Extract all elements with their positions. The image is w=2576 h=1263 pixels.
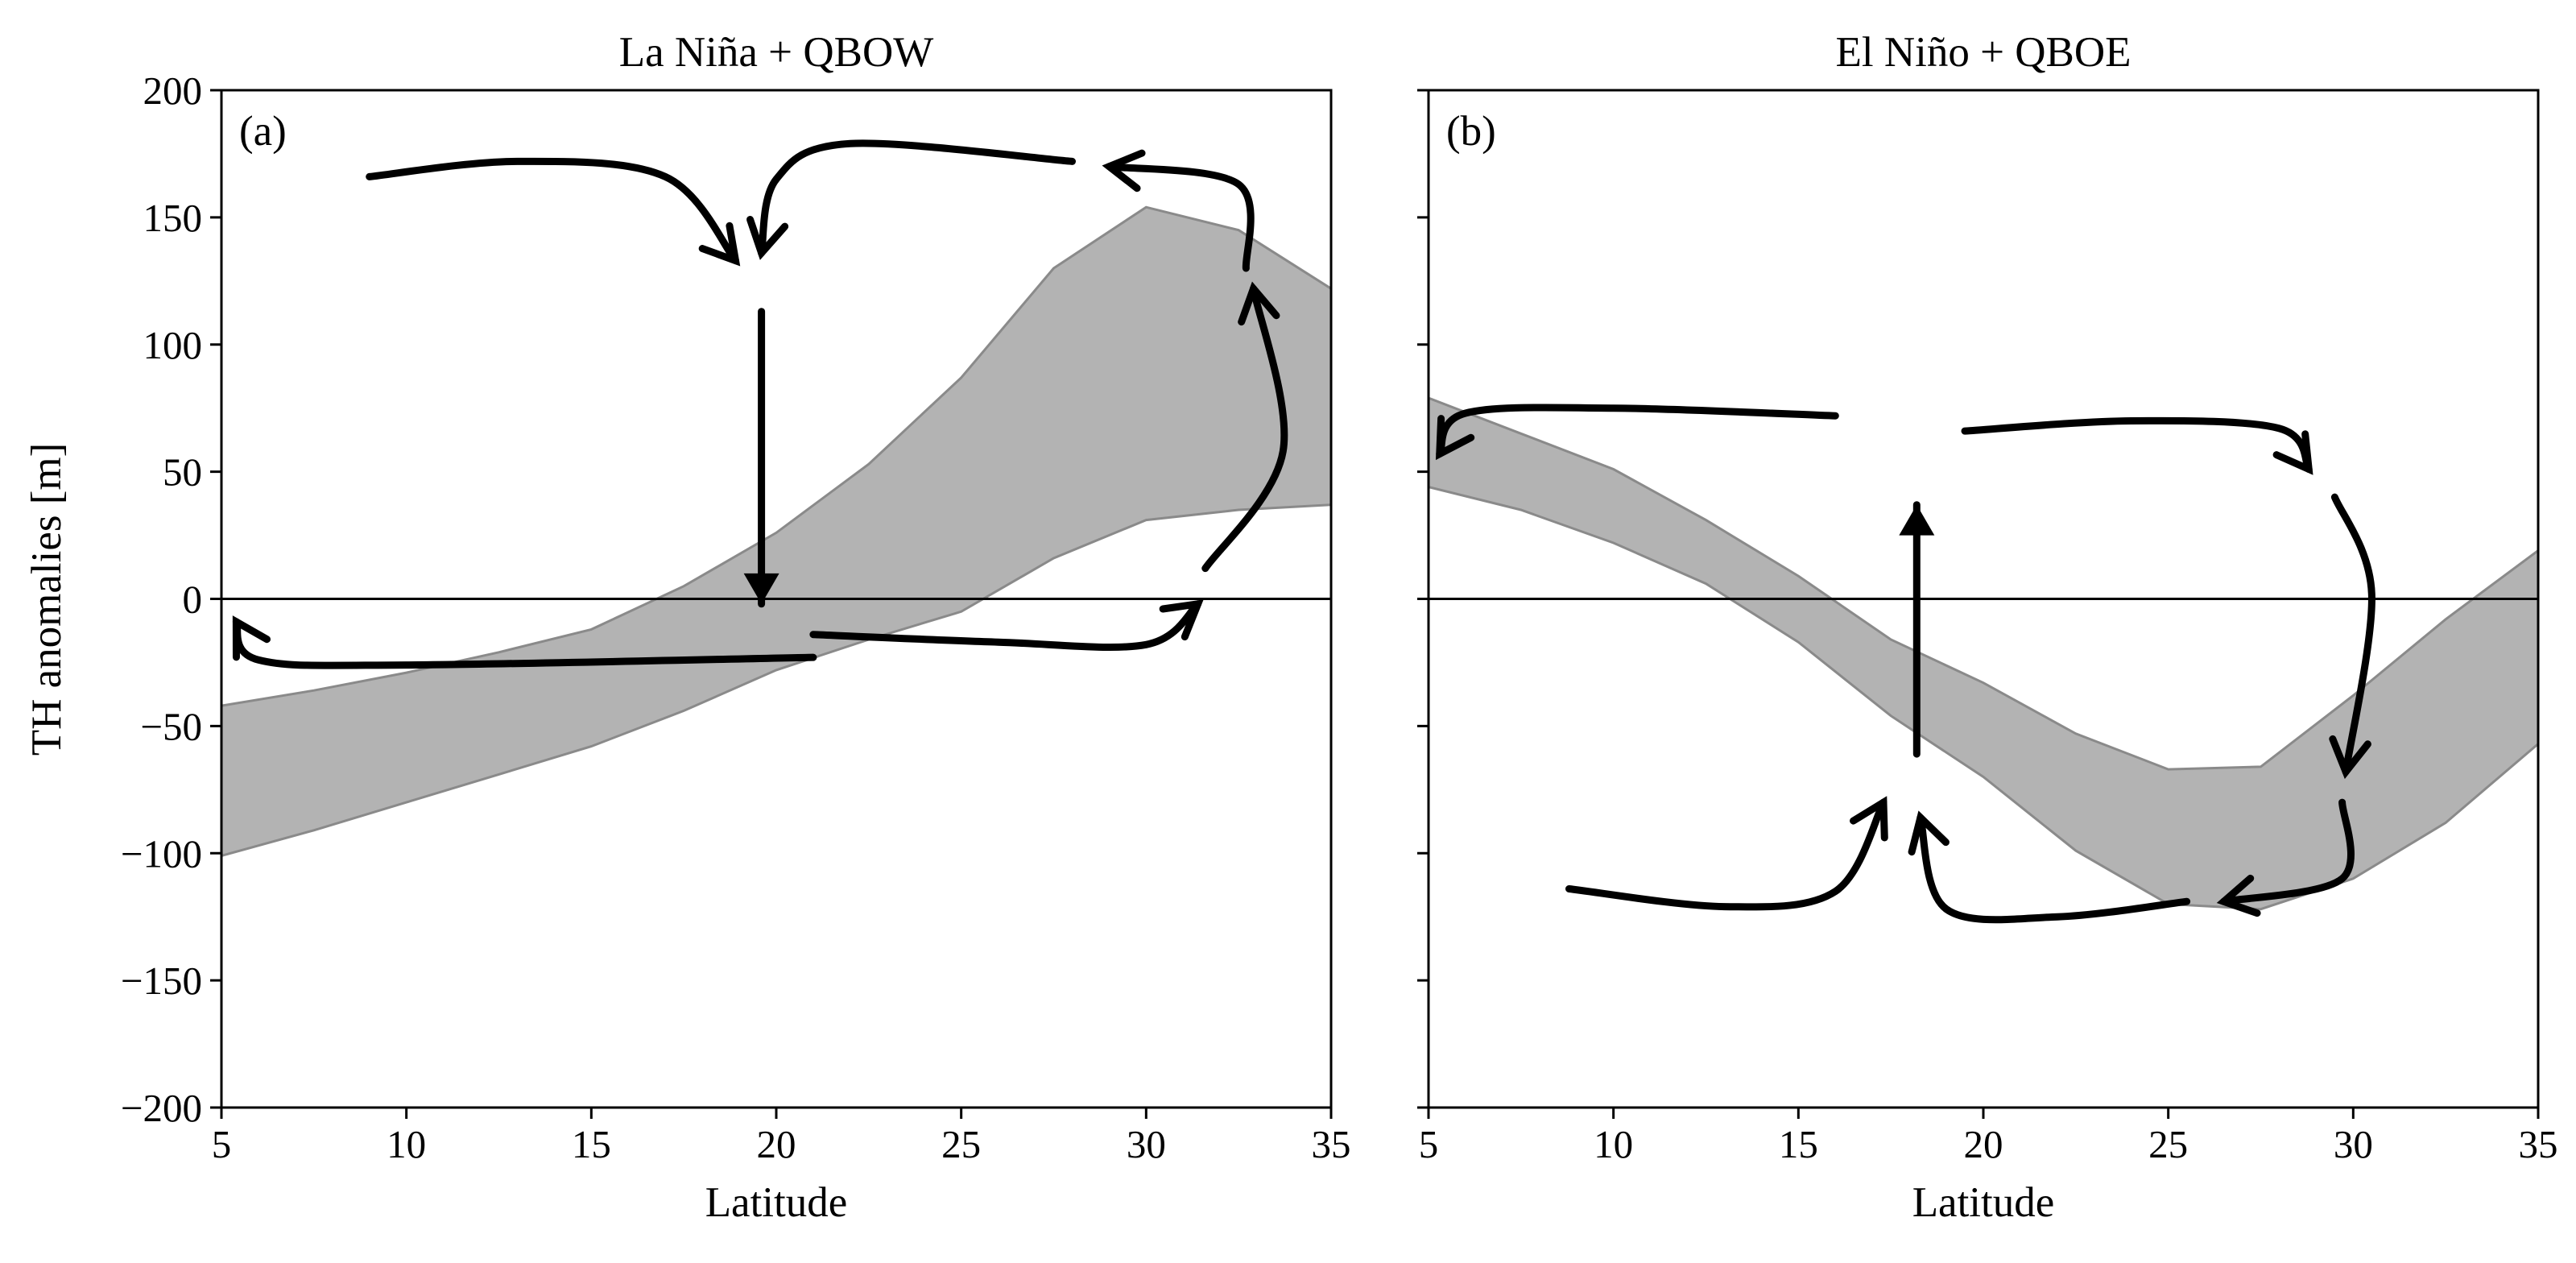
lower-left-arrow [232, 615, 817, 669]
arrow-head [2272, 430, 2313, 475]
arrow-head [698, 222, 741, 267]
x-tick-label: 25 [941, 1122, 981, 1166]
arrow-shaft [232, 618, 817, 669]
y-tick-label: 150 [143, 196, 203, 240]
y-tick-label: 100 [143, 323, 203, 367]
plot-area [1429, 396, 2538, 911]
arrow-shaft [1201, 284, 1288, 573]
shaded-band [1429, 396, 2538, 911]
arrow-shaft [1436, 404, 1839, 458]
arrow-head [1159, 599, 1204, 641]
arrow-shaft [366, 157, 739, 265]
upper-right-arrow [746, 139, 1076, 260]
arrow-head [1435, 415, 1475, 461]
arrow-shaft [2220, 798, 2355, 905]
arrow-head [743, 573, 779, 604]
y-tick-label: 50 [163, 450, 202, 495]
shaded-band [221, 205, 1331, 857]
arrow-head [746, 215, 789, 260]
x-tick-label: 10 [387, 1122, 426, 1166]
arrow-shaft [758, 139, 1076, 257]
y-tick-label: −100 [121, 831, 202, 876]
plot-area [221, 205, 1331, 857]
arrow-head [1238, 281, 1280, 326]
x-axis-label: Latitude [705, 1179, 848, 1226]
x-tick-label: 5 [212, 1122, 232, 1166]
descent-arrow [743, 308, 779, 608]
x-axis-label: Latitude [1912, 1179, 2055, 1226]
x-tick-label: 35 [2519, 1122, 2558, 1166]
bottom-left-arrow [1565, 796, 1888, 911]
arrow-head [2216, 874, 2261, 917]
lower-right-arrow [809, 599, 1204, 652]
y-tick-label: −150 [121, 959, 202, 1003]
arrow-shaft [1105, 163, 1255, 272]
x-tick-label: 30 [1127, 1122, 1166, 1166]
upper-left-arrow [366, 157, 741, 267]
chart-title: La Niña + QBOW [619, 29, 934, 76]
panel-label: (b) [1446, 108, 1496, 155]
ascent-arrow [1201, 281, 1288, 573]
x-tick-label: 25 [2148, 1122, 2188, 1166]
arrow-shaft [1565, 798, 1888, 911]
panel-label: (a) [239, 108, 287, 155]
y-tick-label: 200 [143, 68, 203, 113]
arrow-head [232, 615, 271, 661]
ascent-arrow [1899, 501, 1935, 758]
arrow-head [1102, 149, 1146, 193]
x-tick-label: 35 [1312, 1122, 1351, 1166]
right-descent-arrow [2329, 493, 2375, 780]
top-right-arrow [1961, 416, 2313, 475]
chart-title: El Niño + QBOE [1835, 29, 2131, 76]
x-tick-label: 15 [1779, 1122, 1818, 1166]
x-tick-label: 20 [1964, 1122, 2003, 1166]
arrow-shaft [1916, 814, 2191, 924]
bottom-mid-arrow [1908, 810, 2191, 924]
arrow-shaft [2330, 493, 2375, 776]
panel-a: 5 10 15 20 25 30 35 −200 −150 −100 −50 0 50 100 150 200… [121, 29, 1351, 1226]
x-tick-label: 30 [2334, 1122, 2373, 1166]
x-tick-label: 10 [1594, 1122, 1633, 1166]
panel-b: 5 10 15 20 25 30 35 El Niño + QBOE (b) Latitude [1417, 29, 2558, 1226]
top-left-arrow [1435, 404, 1839, 461]
bottom-right-arrow [2216, 798, 2355, 917]
x-tick-label: 20 [757, 1122, 796, 1166]
arrow-head [1908, 810, 1950, 856]
arrow-shaft [809, 600, 1202, 652]
top-return-arrow [1102, 149, 1255, 272]
x-tick-label: 5 [1419, 1122, 1439, 1166]
y-axis-label: TH anomalies [m] [23, 443, 70, 756]
arrow-head [1899, 504, 1935, 536]
arrow-head [1850, 796, 1888, 842]
y-tick-label: 0 [183, 578, 203, 622]
arrow-head [2329, 735, 2371, 780]
y-tick-label: −200 [121, 1086, 202, 1130]
y-tick-label: −50 [140, 704, 202, 748]
arrow-shaft [1961, 416, 2313, 473]
x-tick-label: 15 [572, 1122, 611, 1166]
